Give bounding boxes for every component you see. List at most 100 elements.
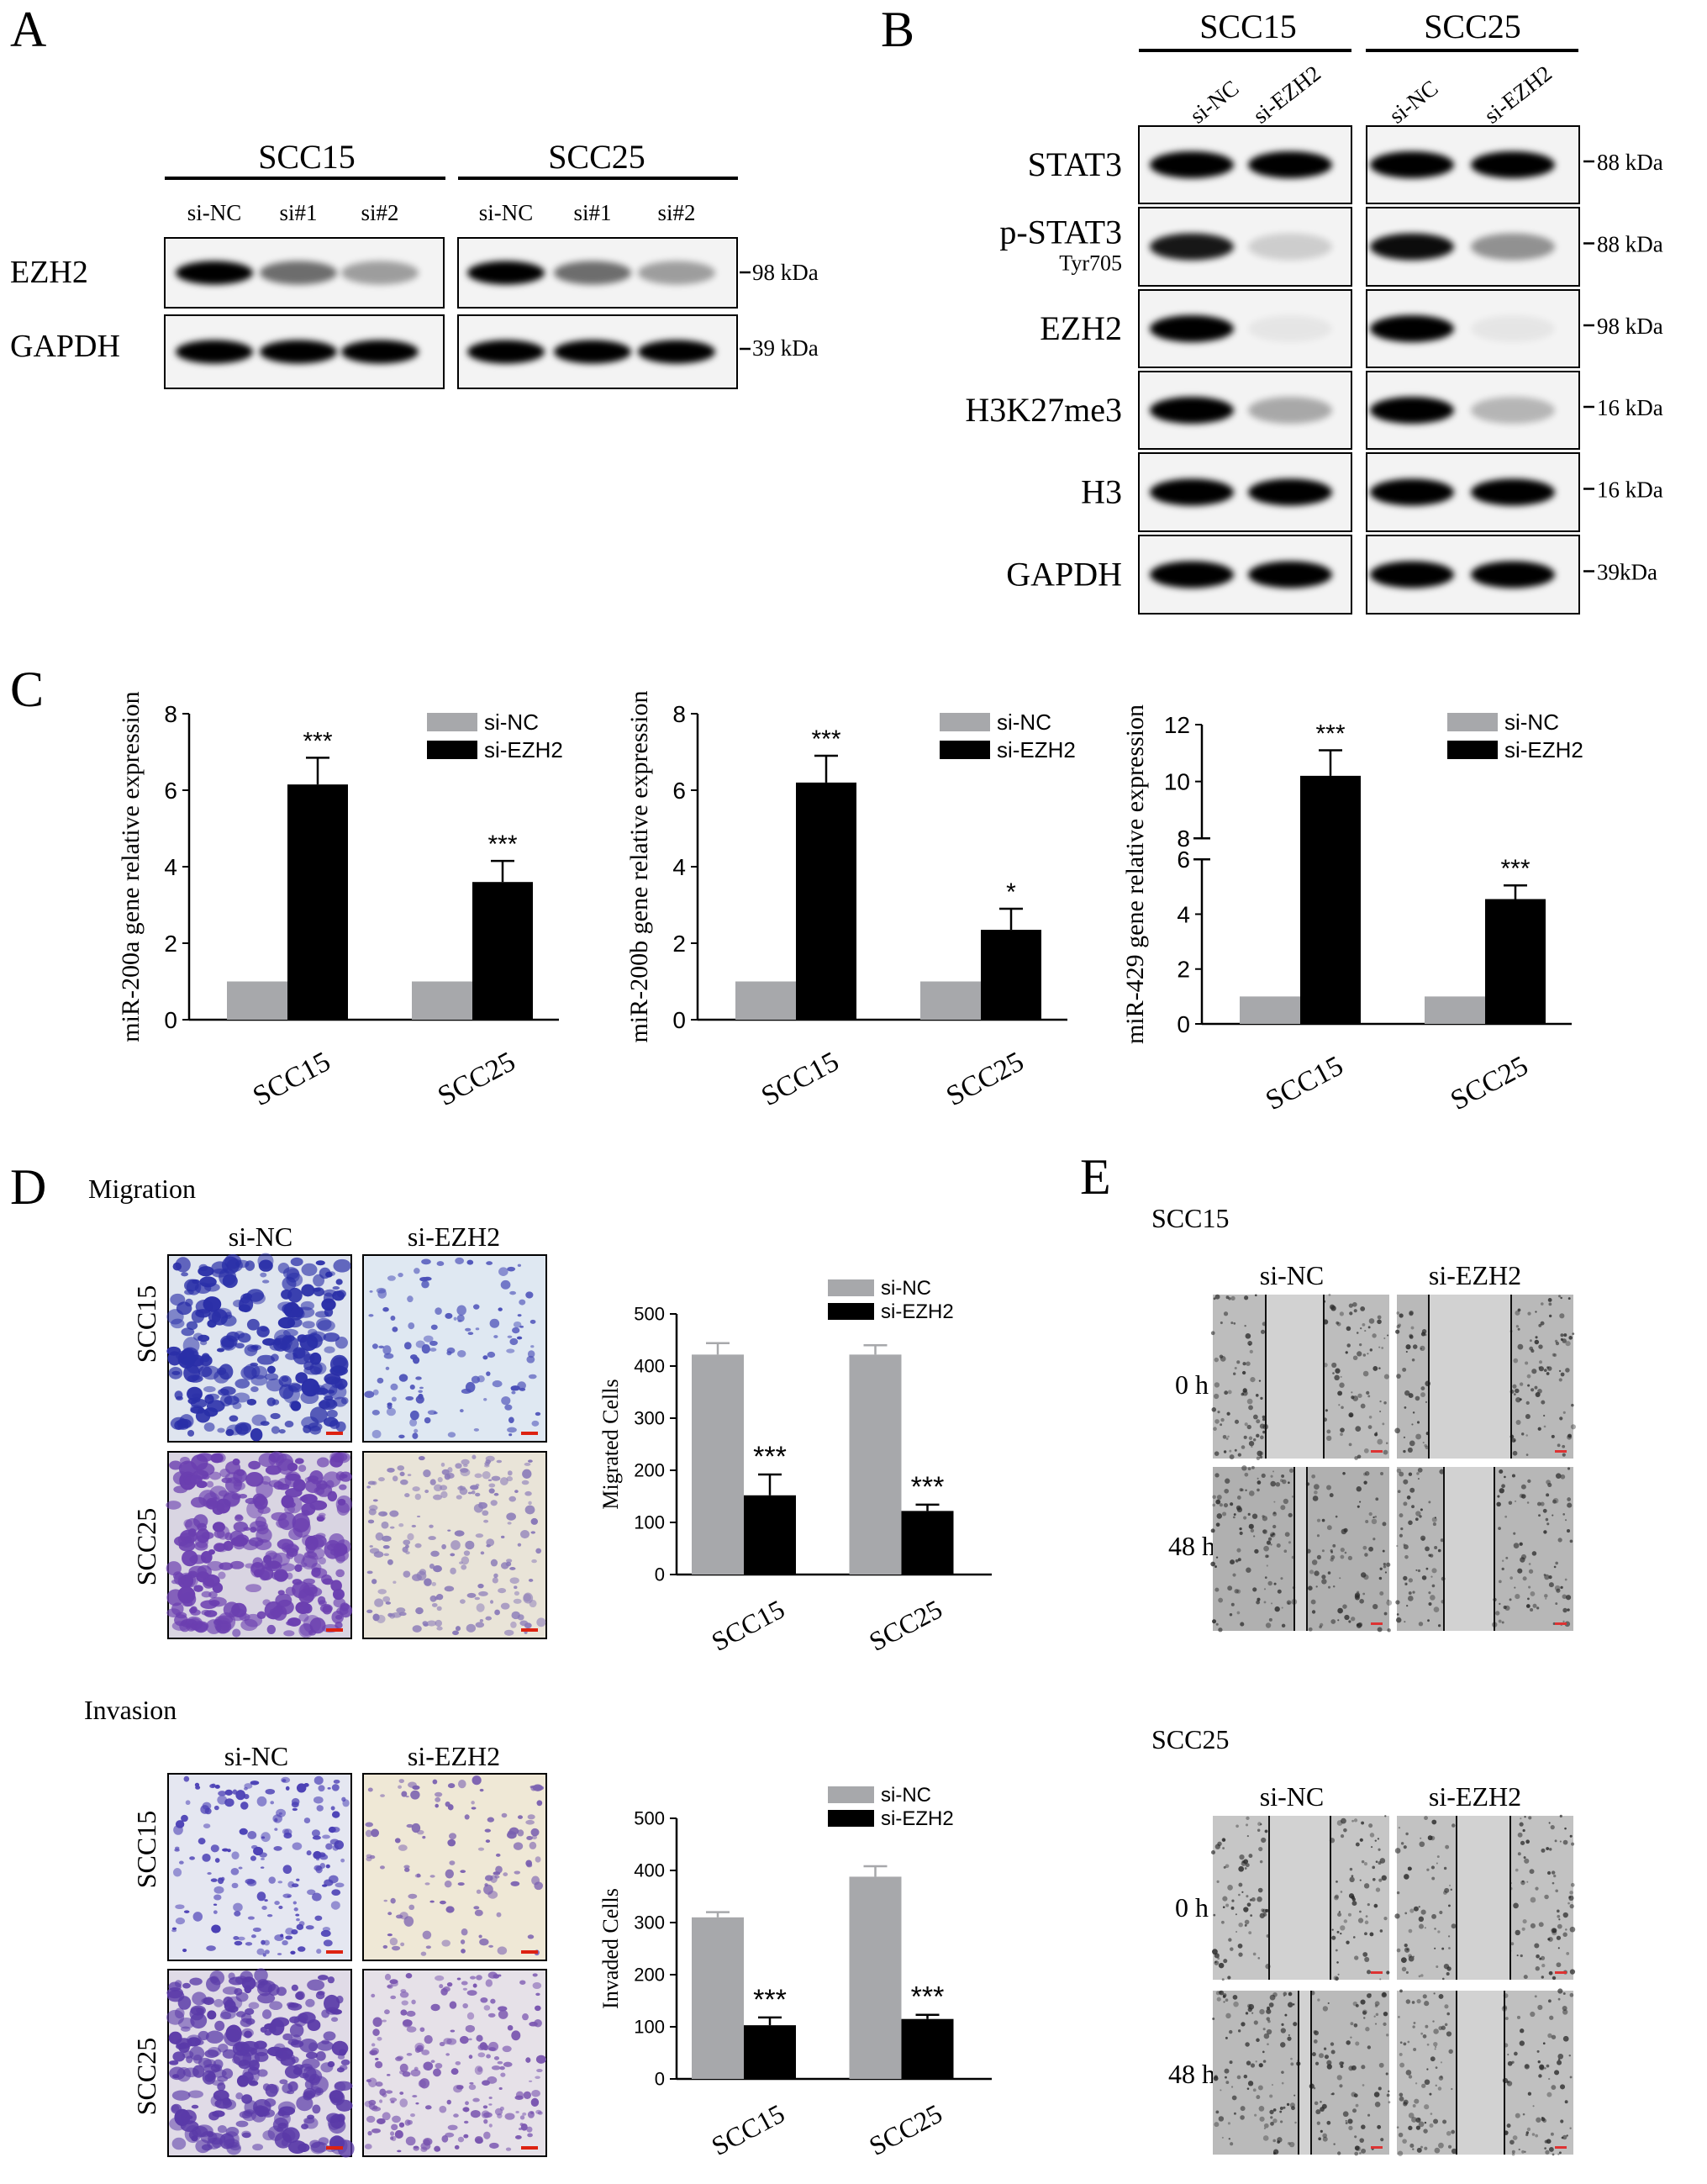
stained-cell xyxy=(170,1293,186,1306)
stained-cell xyxy=(499,2106,504,2111)
stained-cell xyxy=(382,1596,391,1602)
stained-cell xyxy=(190,1609,201,1616)
category-label: SCC15 xyxy=(707,2098,790,2161)
stained-cell xyxy=(364,2144,372,2150)
cell-speck xyxy=(1216,1495,1222,1501)
cell-speck xyxy=(1386,1970,1390,1975)
cell-speck xyxy=(1520,1817,1522,1820)
stained-cell xyxy=(187,2090,203,2098)
stained-cell xyxy=(297,1334,308,1343)
cell-speck xyxy=(1441,1977,1445,1981)
cell-speck xyxy=(1412,2104,1416,2108)
cell-speck xyxy=(1557,1997,1561,2001)
stained-cell xyxy=(375,2057,379,2060)
cell-speck xyxy=(1408,1955,1415,1962)
cell-speck xyxy=(1408,1520,1413,1526)
stained-cell xyxy=(472,1304,480,1310)
stained-cell xyxy=(211,1783,216,1787)
cell-speck xyxy=(1548,1822,1551,1824)
cell-speck xyxy=(1571,1403,1574,1407)
cell-speck xyxy=(1572,1332,1575,1335)
cell-speck xyxy=(1525,1401,1530,1406)
stained-cell xyxy=(264,1552,283,1568)
cell-speck xyxy=(1539,2064,1545,2070)
stained-cell xyxy=(290,1257,303,1267)
cell-speck xyxy=(1519,1822,1524,1827)
cell-speck xyxy=(1383,1374,1389,1380)
stained-cell xyxy=(289,2023,304,2038)
cell-speck xyxy=(1343,1919,1348,1923)
stained-cell xyxy=(408,1893,418,1899)
cell-speck xyxy=(1424,2121,1427,2124)
stained-cell xyxy=(439,1900,446,1905)
cell-speck xyxy=(1377,1319,1382,1325)
cell-speck xyxy=(1246,1895,1249,1898)
cell-speck xyxy=(1399,1513,1404,1518)
cell-speck xyxy=(1233,1516,1235,1519)
cell-speck xyxy=(1367,1326,1371,1329)
stained-cell xyxy=(398,1374,408,1382)
cell-speck xyxy=(1257,1896,1262,1902)
cell-speck xyxy=(1522,1828,1525,1833)
stained-cell xyxy=(387,1402,393,1406)
stained-cell xyxy=(333,1779,340,1784)
stained-cell xyxy=(234,1379,250,1389)
cell-speck xyxy=(1544,1594,1548,1598)
cell-speck xyxy=(1239,1854,1245,1860)
cell-speck xyxy=(1562,1513,1565,1516)
legend-swatch xyxy=(1447,713,1498,731)
cell-speck xyxy=(1521,2150,1525,2154)
cell-speck xyxy=(1225,1998,1229,2002)
cell-speck xyxy=(1237,1453,1241,1457)
cell-speck xyxy=(1359,2151,1362,2155)
cell-speck xyxy=(1506,2081,1513,2086)
cell-speck xyxy=(1387,1334,1389,1337)
cell-speck xyxy=(1567,1297,1571,1300)
cell-speck xyxy=(1340,1833,1345,1838)
stained-cell xyxy=(385,1601,392,1605)
cell-speck xyxy=(1354,2151,1359,2156)
blot-band xyxy=(1150,478,1234,506)
stained-cell xyxy=(250,2047,257,2055)
stained-cell xyxy=(375,2081,383,2087)
cell-speck xyxy=(1434,1545,1438,1549)
cell-speck xyxy=(1243,1907,1249,1912)
cell-speck xyxy=(1527,1479,1531,1484)
cell-speck xyxy=(1546,1870,1552,1875)
cell-speck xyxy=(1515,1419,1521,1425)
stained-cell xyxy=(208,2111,219,2121)
cell-speck xyxy=(1230,2086,1234,2088)
stained-cell xyxy=(234,1343,245,1349)
stained-cell xyxy=(269,2018,285,2036)
cell-speck xyxy=(1244,1919,1250,1925)
cell-speck xyxy=(1367,1395,1371,1398)
panel-a-lane-si2-2: si#2 xyxy=(657,200,695,225)
cell-speck xyxy=(1257,1480,1262,1485)
cell-speck xyxy=(1240,2106,1246,2112)
stained-cell xyxy=(400,1942,405,1947)
cell-speck xyxy=(1310,1599,1316,1605)
panel-a-lane-si2-1: si#2 xyxy=(361,200,398,225)
bar xyxy=(901,1511,954,1575)
cell-speck xyxy=(1236,1611,1241,1615)
cell-speck xyxy=(1251,1896,1256,1902)
cell-speck xyxy=(1374,2004,1378,2007)
stained-cell xyxy=(465,1381,476,1393)
stained-cell xyxy=(399,2063,408,2073)
stained-cell xyxy=(429,1563,435,1569)
stained-cell xyxy=(245,1497,257,1505)
cell-speck xyxy=(1431,1568,1437,1574)
cell-speck xyxy=(1320,2129,1323,2133)
cell-speck xyxy=(1420,1348,1422,1350)
panel-letter-d: D xyxy=(10,1159,46,1215)
cell-speck xyxy=(1321,1518,1325,1522)
cell-speck xyxy=(1221,1978,1225,1981)
cell-speck xyxy=(1528,1563,1531,1565)
stained-cell xyxy=(231,1851,240,1860)
cell-speck xyxy=(1537,1427,1541,1431)
stained-cell xyxy=(213,1903,218,1907)
stained-cell xyxy=(244,1783,253,1789)
cell-speck xyxy=(1214,1419,1220,1424)
blot-band xyxy=(1150,561,1234,588)
cell-speck xyxy=(1403,1544,1409,1550)
